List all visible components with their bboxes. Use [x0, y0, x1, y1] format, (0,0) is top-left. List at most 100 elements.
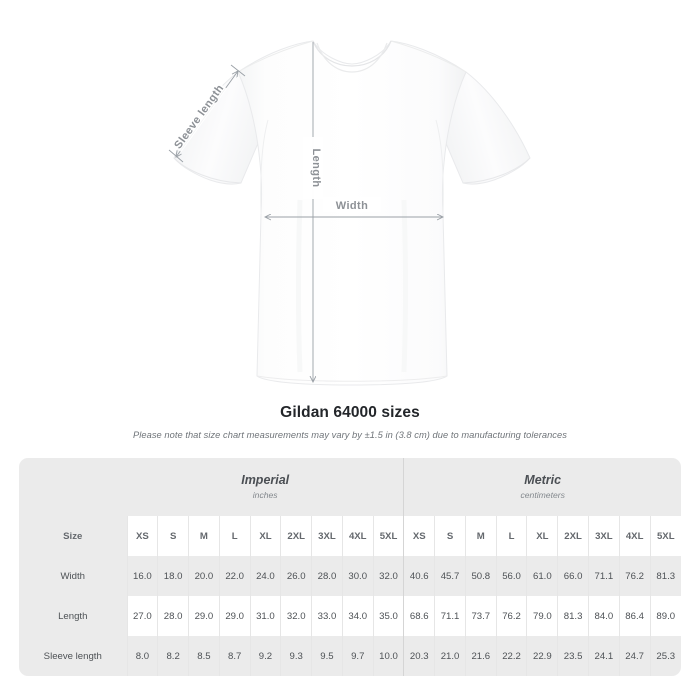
measurement-cell-imperial: 31.0 — [249, 596, 281, 636]
measurement-cell-imperial: 35.0 — [372, 596, 404, 636]
measurement-cell-metric: 81.3 — [649, 556, 681, 596]
size-header-cell-imperial-xs: XS — [126, 516, 158, 556]
size-header-cell-imperial-s: S — [157, 516, 189, 556]
measurement-cell-metric: 66.0 — [557, 556, 589, 596]
unit-row-corner — [19, 458, 127, 516]
size-header-cell-imperial-3xl: 3XL — [311, 516, 343, 556]
length-dimension: Length — [303, 42, 323, 382]
size-header-cell-imperial-m: M — [188, 516, 220, 556]
measurement-cell-imperial: 29.0 — [218, 596, 251, 636]
measurement-cell-imperial: 26.0 — [280, 556, 312, 596]
measurement-cell-imperial: 29.0 — [188, 596, 220, 636]
product-illustration: Length Width Sleeve length — [168, 40, 531, 386]
measurement-cell-imperial: 9.5 — [311, 636, 343, 676]
measurement-cell-imperial: 8.7 — [218, 636, 251, 676]
measurement-cell-imperial: 8.2 — [157, 636, 189, 676]
unit-system-sub: inches — [252, 489, 278, 500]
size-header-cell-metric-s: S — [434, 516, 466, 556]
size-chart-table: Imperial inches Metric centimeters Size XS S M L… — [19, 458, 681, 676]
table-row: Length 27.0 28.0 29.0 29.0 31.0 32.0 33.0 34.0 35… — [19, 596, 681, 636]
measurement-cell-imperial: 9.3 — [280, 636, 312, 676]
size-header-cell-metric-4xl: 4XL — [618, 516, 651, 556]
unit-system-sub: centimeters — [520, 489, 565, 500]
measurement-cell-metric: 79.0 — [526, 596, 558, 636]
measurement-cell-metric: 25.3 — [649, 636, 681, 676]
size-header-cell-metric-xs: XS — [403, 516, 435, 556]
measurement-cell-imperial: 32.0 — [372, 556, 404, 596]
measurement-cell-imperial: 8.0 — [126, 636, 158, 676]
chart-heading: Gildan 64000 sizes Please note that size… — [0, 404, 700, 440]
measurement-cell-metric: 23.5 — [557, 636, 589, 676]
measurement-cell-metric: 50.8 — [464, 556, 497, 596]
measurement-cell-metric: 81.3 — [557, 596, 589, 636]
unit-system-cell-imperial: Imperial inches — [127, 458, 404, 516]
unit-system-name: Metric — [524, 473, 562, 488]
measurement-cell-imperial: 30.0 — [341, 556, 374, 596]
width-label: Width — [336, 200, 368, 212]
size-header-cell-imperial-l: L — [218, 516, 251, 556]
size-header-cell-imperial-4xl: 4XL — [341, 516, 374, 556]
unit-system-cell-metric: Metric centimeters — [403, 458, 681, 516]
page-title: Gildan 64000 sizes — [280, 404, 420, 421]
measurement-cell-metric: 73.7 — [464, 596, 497, 636]
measurement-cell-metric: 71.1 — [434, 596, 466, 636]
size-header-cell-metric-xl: XL — [526, 516, 558, 556]
measurement-cell-imperial: 22.0 — [218, 556, 251, 596]
size-header-cell-metric-3xl: 3XL — [587, 516, 620, 556]
measurement-cell-imperial: 16.0 — [126, 556, 158, 596]
measurement-label: Width — [19, 556, 127, 596]
measurement-cell-imperial: 32.0 — [280, 596, 312, 636]
unit-system-row: Imperial inches Metric centimeters — [19, 458, 681, 516]
measurement-cell-imperial: 28.0 — [311, 556, 343, 596]
measurement-cell-imperial: 9.7 — [341, 636, 374, 676]
size-header-cell-metric-l: L — [495, 516, 527, 556]
measurement-cell-imperial: 33.0 — [311, 596, 343, 636]
unit-system-name: Imperial — [241, 473, 290, 488]
measurement-cell-metric: 89.0 — [649, 596, 681, 636]
measurement-cell-metric: 61.0 — [526, 556, 558, 596]
measurement-label: Length — [19, 596, 127, 636]
measurement-cell-metric: 71.1 — [587, 556, 620, 596]
measurement-cell-metric: 21.0 — [434, 636, 466, 676]
table-row: Width 16.0 18.0 20.0 22.0 24.0 26.0 28.0 30.0 32.… — [19, 556, 681, 596]
size-chart-table-container: Imperial inches Metric centimeters Size XS S M L… — [19, 458, 681, 676]
tolerance-note: Please note that size chart measurements… — [133, 430, 567, 440]
table-row: Sleeve length 8.0 8.2 8.5 8.7 9.2 9.3 9.5 9.7 10.… — [19, 636, 681, 676]
measurement-cell-metric: 45.7 — [434, 556, 466, 596]
measurement-cell-imperial: 8.5 — [188, 636, 220, 676]
size-header-row: Size XS S M L XL 2XL 3XL 4XL 5XL XS S M L XL 2XL 3XL 4XL 5… — [19, 516, 681, 556]
measurement-cell-metric: 40.6 — [403, 556, 435, 596]
size-header-cell-imperial-2xl: 2XL — [280, 516, 312, 556]
measurement-cell-imperial: 18.0 — [157, 556, 189, 596]
measurement-cell-metric: 24.7 — [618, 636, 651, 676]
measurement-cell-metric: 20.3 — [403, 636, 435, 676]
measurement-cell-metric: 68.6 — [403, 596, 435, 636]
measurement-cell-metric: 21.6 — [464, 636, 497, 676]
measurement-cell-metric: 76.2 — [618, 556, 651, 596]
size-header-cell-metric-m: M — [464, 516, 497, 556]
measurement-cell-metric: 56.0 — [495, 556, 527, 596]
measurement-cell-metric: 22.9 — [526, 636, 558, 676]
measurement-cell-imperial: 34.0 — [341, 596, 374, 636]
measurement-cell-imperial: 27.0 — [126, 596, 158, 636]
garment-body — [173, 40, 531, 386]
measurement-cell-imperial: 10.0 — [372, 636, 404, 676]
measurement-label: Sleeve length — [19, 636, 127, 676]
size-header-label: Size — [19, 516, 127, 556]
size-header-cell-imperial-xl: XL — [249, 516, 281, 556]
length-label: Length — [310, 148, 322, 187]
measurement-cell-metric: 76.2 — [495, 596, 527, 636]
measurement-cell-imperial: 24.0 — [249, 556, 281, 596]
measurement-cell-imperial: 28.0 — [157, 596, 189, 636]
measurement-cell-metric: 84.0 — [587, 596, 620, 636]
tshirt-diagram: Length Width Sleeve length — [168, 40, 531, 386]
width-dimension: Width — [265, 197, 443, 217]
size-header-cell-imperial-5xl: 5XL — [372, 516, 404, 556]
measurement-cell-metric: 22.2 — [495, 636, 527, 676]
size-header-cell-metric-2xl: 2XL — [557, 516, 589, 556]
measurement-cell-imperial: 20.0 — [188, 556, 220, 596]
size-header-cell-metric-5xl: 5XL — [649, 516, 681, 556]
measurement-cell-metric: 86.4 — [618, 596, 651, 636]
measurement-cell-metric: 24.1 — [587, 636, 620, 676]
measurement-cell-imperial: 9.2 — [249, 636, 281, 676]
